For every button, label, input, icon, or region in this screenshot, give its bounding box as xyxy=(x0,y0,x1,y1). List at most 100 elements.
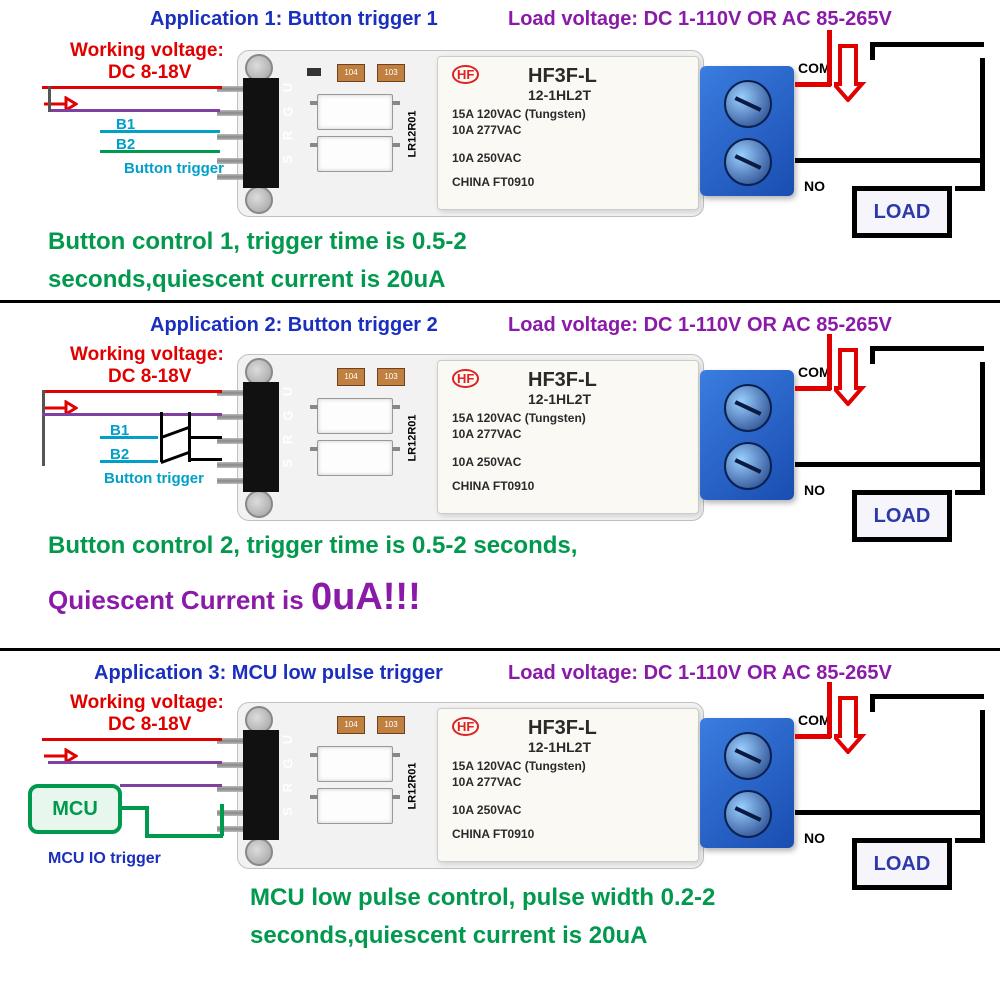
pin-g-label: G xyxy=(281,106,296,116)
capacitor: 104 xyxy=(337,64,365,82)
relay-l3: 10A 250VAC xyxy=(452,151,521,165)
relay-module-1: U G R S 104 103 LR12R01 HF HF3F-L 12-1HL… xyxy=(237,50,702,215)
screw-no xyxy=(724,138,772,186)
wire-black xyxy=(870,694,984,699)
app1-working: Working voltage: xyxy=(70,40,224,62)
load-box: LOAD xyxy=(852,186,952,238)
pin-header xyxy=(243,730,279,840)
quiescent-text: Quiescent Current is xyxy=(48,585,311,615)
pin-header xyxy=(243,78,279,188)
wire-black xyxy=(955,490,985,495)
app3-title: Application 3: MCU low pulse trigger xyxy=(94,662,443,685)
com-label: COM xyxy=(798,364,831,380)
pin-header xyxy=(243,382,279,492)
wire-red xyxy=(795,734,831,739)
load-in-arrow xyxy=(834,696,874,754)
relay-l4: CHINA FT0910 xyxy=(452,175,534,189)
relay-model: HF3F-L xyxy=(528,369,597,392)
pin-g-label: G xyxy=(281,758,296,768)
relay-sub: 12-1HL2T xyxy=(528,87,591,103)
divider-1 xyxy=(0,300,1000,303)
wire-mcu-s xyxy=(145,834,223,838)
pin-s-label: S xyxy=(280,459,295,468)
bt-label: Button trigger xyxy=(104,470,204,487)
app1-title: Application 1: Button trigger 1 xyxy=(150,8,438,31)
wire-r xyxy=(120,784,222,787)
app1-desc2: seconds,quiescent current is 20uA xyxy=(48,266,445,294)
screw-com xyxy=(724,80,772,128)
relay-sub: 12-1HL2T xyxy=(528,739,591,755)
wire-black xyxy=(795,810,985,815)
wire-join xyxy=(42,390,45,466)
pin-u-label: U xyxy=(280,83,295,92)
wire-vplus xyxy=(42,390,222,393)
mounting-hole xyxy=(245,186,273,214)
output-terminal xyxy=(700,718,794,848)
wire-gnd xyxy=(48,109,220,112)
wire-black xyxy=(870,42,875,60)
relay-model: HF3F-L xyxy=(528,717,597,740)
no-label: NO xyxy=(804,178,825,194)
switch-arm xyxy=(160,426,189,439)
wire-black xyxy=(955,838,985,843)
output-terminal xyxy=(700,66,794,196)
panel-app3: Application 3: MCU low pulse trigger Loa… xyxy=(0,656,1000,1000)
relay: HF HF3F-L 12-1HL2T 15A 120VAC (Tungsten)… xyxy=(437,56,699,210)
wire-gnd xyxy=(42,413,222,416)
wire-gnd xyxy=(48,761,222,764)
app2-working2: DC 8-18V xyxy=(108,366,191,388)
relay-module-2: U G R S 104 103 LR12R01 HF HF3F-L 12-1HL… xyxy=(237,354,702,519)
screw-com xyxy=(724,384,772,432)
wire-vplus xyxy=(42,738,222,741)
capacitor: 103 xyxy=(377,64,405,82)
quiescent-val: 0uA!!! xyxy=(311,576,421,618)
pin-g-label: G xyxy=(281,410,296,420)
app2-title: Application 2: Button trigger 2 xyxy=(150,314,438,337)
relay-module-3: U G R S 104 103 LR12R01 HF HF3F-L 12-1HL… xyxy=(237,702,702,867)
wire-join xyxy=(48,86,51,112)
screw-no xyxy=(724,442,772,490)
wire-sw xyxy=(190,436,222,439)
relay: HF HF3F-L 12-1HL2T 15A 120VAC (Tungsten)… xyxy=(437,708,699,862)
optocoupler xyxy=(317,746,393,782)
wire-black xyxy=(870,346,984,351)
app2-working: Working voltage: xyxy=(70,344,224,366)
relay-l1: 15A 120VAC (Tungsten) xyxy=(452,759,586,773)
relay-l1: 15A 120VAC (Tungsten) xyxy=(452,107,586,121)
pin-r-label: R xyxy=(280,131,295,140)
switch-arm xyxy=(160,451,189,464)
relay-l2: 10A 277VAC xyxy=(452,123,521,137)
b2-label: B2 xyxy=(116,136,135,153)
capacitor: 103 xyxy=(377,368,405,386)
optocoupler xyxy=(317,398,393,434)
relay-l1: 15A 120VAC (Tungsten) xyxy=(452,411,586,425)
app3-desc2: seconds,quiescent current is 20uA xyxy=(250,922,647,950)
relay-l4: CHINA FT0910 xyxy=(452,479,534,493)
app3-working2: DC 8-18V xyxy=(108,714,191,736)
relay-model: HF3F-L xyxy=(528,65,597,88)
board-id: LR12R01 xyxy=(407,414,419,461)
app1-load-voltage: Load voltage: DC 1-110V OR AC 85-265V xyxy=(508,8,892,31)
capacitor: 104 xyxy=(337,368,365,386)
relay-l2: 10A 277VAC xyxy=(452,427,521,441)
app3-desc: MCU low pulse control, pulse width 0.2-2 xyxy=(250,884,715,912)
screw-no xyxy=(724,790,772,838)
mcu-trig-label: MCU IO trigger xyxy=(48,850,161,868)
wire-black xyxy=(795,158,985,163)
wire-mcu-s xyxy=(220,804,224,836)
capacitor: 104 xyxy=(337,716,365,734)
pin-u-label: U xyxy=(280,387,295,396)
no-label: NO xyxy=(804,482,825,498)
screw-com xyxy=(724,732,772,780)
app3-working: Working voltage: xyxy=(70,692,224,714)
wire-black xyxy=(795,462,985,467)
pin-u-label: U xyxy=(280,735,295,744)
b1-label: B1 xyxy=(116,116,135,133)
wire-red xyxy=(795,82,831,87)
wire-black xyxy=(870,694,875,712)
board-id: LR12R01 xyxy=(407,110,419,157)
wire-red xyxy=(827,30,832,86)
capacitor: 103 xyxy=(377,716,405,734)
divider-2 xyxy=(0,648,1000,651)
load-box: LOAD xyxy=(852,838,952,890)
